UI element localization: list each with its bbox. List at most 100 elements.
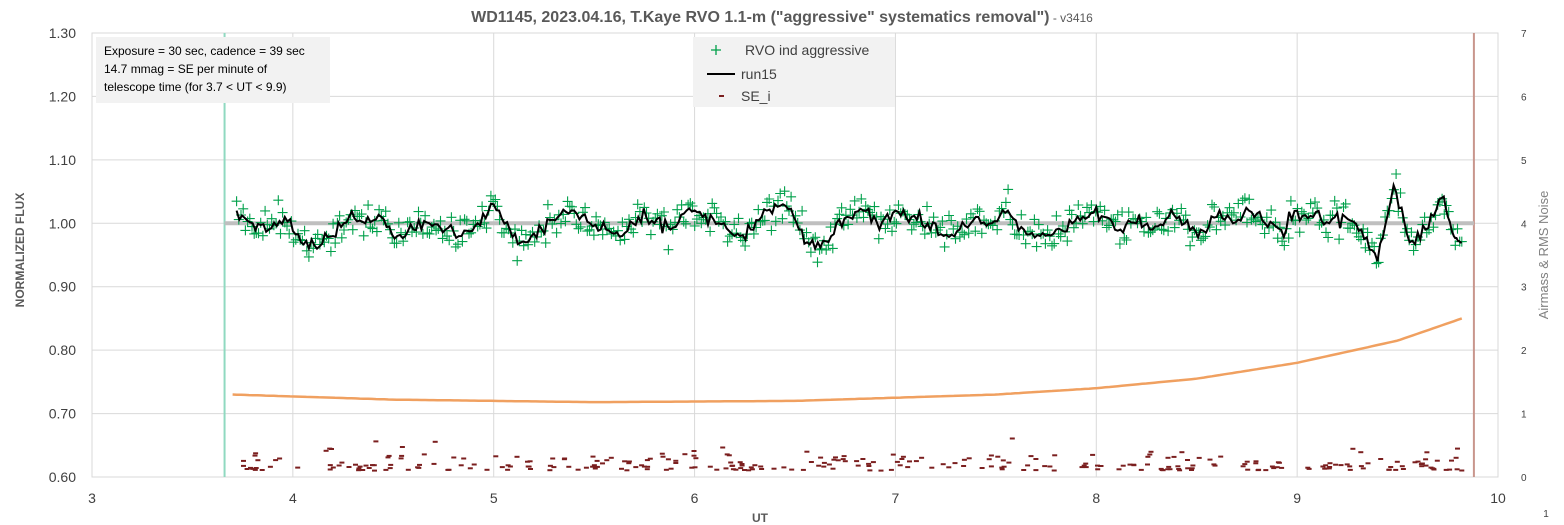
x-tick-label: 9 — [1293, 490, 1301, 506]
flux-point — [1331, 203, 1342, 214]
flux-point — [689, 221, 700, 231]
legend-item-run15: run15 — [707, 66, 777, 82]
flux-point — [435, 215, 446, 226]
flux-point — [1169, 222, 1180, 233]
flux-point — [512, 255, 523, 266]
flux-point — [1209, 202, 1220, 212]
flux-point — [959, 229, 970, 240]
flux-point — [1121, 235, 1132, 245]
flux-point — [919, 229, 930, 240]
flux-point — [1042, 225, 1053, 236]
flux-point — [1362, 227, 1373, 238]
flux-point — [786, 191, 797, 202]
flux-point — [334, 210, 345, 221]
flux-point — [729, 219, 740, 230]
flux-point — [976, 228, 987, 239]
flux-point — [284, 228, 295, 239]
flux-point — [1334, 234, 1345, 245]
flux-point — [1049, 238, 1060, 249]
left-tick-label: 1.10 — [49, 152, 76, 168]
legend-item-se: SE_i — [719, 88, 771, 104]
flux-point — [1340, 198, 1351, 209]
flux-point — [937, 216, 948, 227]
flux-point — [371, 226, 382, 237]
flux-point — [266, 213, 277, 224]
flux-point — [1285, 195, 1296, 206]
flux-point — [944, 210, 954, 221]
left-axis-ticks: 0.60 0.70 0.80 0.90 1.00 1.10 1.20 1.30 — [49, 25, 76, 485]
flux-point — [1220, 220, 1231, 231]
x-tick-label: 3 — [88, 490, 96, 506]
flux-point — [571, 219, 582, 230]
flux-point — [323, 233, 334, 244]
notes-box: Exposure = 30 sec, cadence = 39 sec 14.7… — [96, 37, 330, 103]
flux-point — [1053, 228, 1064, 239]
x-tick-label: 7 — [892, 490, 900, 506]
flux-point — [1296, 206, 1307, 217]
flux-point — [459, 214, 470, 225]
flux-point — [542, 199, 553, 210]
flux-point — [948, 223, 959, 234]
flux-point — [481, 223, 492, 234]
flux-point — [702, 208, 713, 219]
flux-point — [461, 215, 472, 226]
flux-point — [1250, 216, 1261, 227]
flux-point — [680, 218, 691, 229]
flux-point — [1187, 232, 1198, 243]
flux-point — [277, 207, 288, 218]
flux-point — [1062, 236, 1073, 247]
flux-point — [705, 226, 716, 237]
flux-point — [1305, 198, 1316, 209]
flux-point — [970, 226, 981, 237]
flux-point — [582, 226, 593, 237]
flux-point — [663, 244, 674, 255]
flux-point — [1000, 197, 1011, 208]
flux-point — [560, 216, 571, 227]
flux-point — [314, 239, 325, 250]
flux-point — [880, 223, 891, 234]
flux-point — [773, 195, 783, 206]
flux-point — [1408, 245, 1419, 256]
right-tick-label: 7 — [1521, 29, 1527, 40]
x-tick-label: 10 — [1490, 490, 1506, 506]
flux-point — [821, 244, 832, 255]
flux-point — [551, 227, 562, 238]
right-axis-ticks: 0 1 2 3 4 5 6 7 — [1521, 29, 1527, 484]
flux-point — [751, 222, 762, 233]
left-tick-label: 0.90 — [49, 279, 76, 295]
flux-point — [1207, 199, 1217, 210]
flux-point — [617, 217, 628, 228]
flux-point — [1073, 200, 1084, 210]
flux-point — [444, 235, 455, 246]
corner-label: 1 — [1543, 509, 1549, 520]
flux-point — [1086, 200, 1097, 211]
legend-bg — [693, 37, 895, 107]
flux-point — [1329, 195, 1340, 206]
flux-point — [961, 214, 972, 225]
se-i-series — [241, 437, 1465, 472]
legend-label-se: SE_i — [741, 88, 771, 104]
flux-point — [884, 205, 895, 215]
flux-point — [873, 233, 884, 244]
flux-point — [858, 212, 869, 223]
flux-point — [766, 225, 777, 236]
flux-point — [328, 218, 339, 229]
flux-point — [891, 218, 902, 229]
flux-point — [1277, 236, 1288, 247]
flux-point — [1156, 224, 1167, 235]
flux-point — [753, 204, 764, 215]
flux-point — [1163, 226, 1174, 237]
flux-point — [1261, 212, 1272, 223]
run15-series-line — [235, 181, 1462, 262]
chart-title: WD1145, 2023.04.16, T.Kaye RVO 1.1-m ("a… — [471, 9, 1093, 26]
flux-point — [928, 212, 939, 223]
flux-point — [1224, 202, 1235, 213]
flux-point — [882, 219, 893, 229]
flux-point — [1047, 240, 1057, 251]
flux-point — [632, 199, 643, 210]
chart-title-main: WD1145, 2023.04.16, T.Kaye RVO 1.1-m ("a… — [471, 9, 1049, 26]
left-tick-label: 0.80 — [49, 342, 76, 358]
flux-point — [301, 245, 312, 256]
flux-point — [621, 221, 632, 232]
flux-point — [1294, 227, 1305, 238]
